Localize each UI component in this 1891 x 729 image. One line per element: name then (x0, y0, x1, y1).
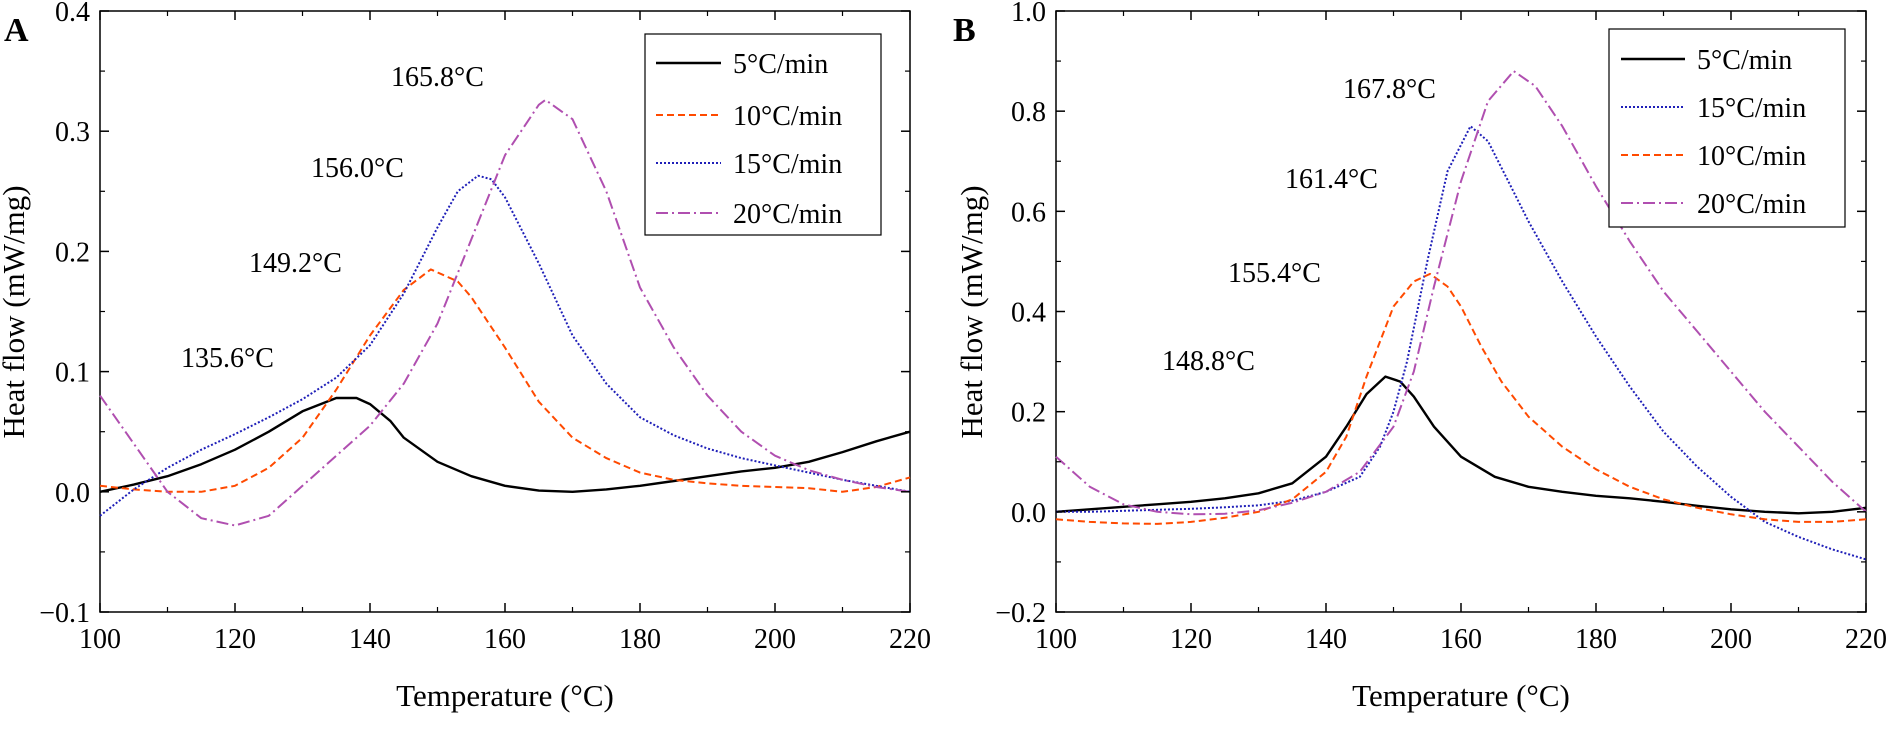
legend-label-a-15: 15°C/min (733, 149, 842, 180)
legend-label-b-5: 5°C/min (1697, 45, 1792, 76)
y-axis-title-a: Heat flow (mW/mg) (0, 185, 31, 438)
series-line-b-15-c-min (1056, 125, 1867, 561)
y-tick-label-a-2: 0.1 (55, 358, 90, 389)
series-group-b (1055, 70, 1867, 561)
peak-label-a-5: 135.6°C (181, 343, 274, 374)
x-tick-label-a-100: 100 (79, 624, 121, 655)
x-tick-label-a-200: 200 (754, 624, 796, 655)
legend-label-a-5: 5°C/min (733, 49, 828, 80)
y-tick-label-a-5: 0.4 (55, 0, 90, 28)
peak-label-a-20: 165.8°C (391, 62, 484, 93)
legend-label-b-20: 20°C/min (1697, 189, 1806, 220)
x-tick-label-a-180: 180 (619, 624, 661, 655)
panel-b: B 100 120 140 160 180 200 220 −0.2 0.0 0.2 0.4 0.6 0… (953, 0, 1887, 713)
panel-letter-a: A (4, 12, 29, 49)
peak-label-a-15: 156.0°C (311, 153, 404, 184)
series-line-a-20-c-min (99, 98, 911, 527)
x-axis-title-b: Temperature (°C) (1352, 678, 1570, 713)
panel-letter-b: B (953, 12, 976, 49)
y-tick-label-a-3: 0.2 (55, 237, 90, 268)
axes-b: 100 120 140 160 180 200 220 −0.2 0.0 0.2 0.4 0.6 0.8… (995, 0, 1887, 655)
series-group-a (99, 98, 911, 527)
y-tick-label-b-3: 0.4 (1011, 298, 1046, 329)
panel-a: A 100 120 140 160 180 200 220 −0.1 0.0 0.1 0.2 0.3 0… (0, 0, 931, 713)
series-line-b-20-c-min (1055, 70, 1867, 516)
y-tick-label-b-2: 0.2 (1011, 398, 1046, 429)
x-tick-label-a-120: 120 (214, 624, 256, 655)
x-tick-label-a-160: 160 (484, 624, 526, 655)
legend-label-b-10: 10°C/min (1697, 141, 1806, 172)
peak-label-b-10: 155.4°C (1228, 258, 1321, 289)
x-tick-label-a-140: 140 (349, 624, 391, 655)
x-tick-label-b-140: 140 (1305, 624, 1347, 655)
axes-a: 100 120 140 160 180 200 220 −0.1 0.0 0.1 0.2 0.3 0.4 (39, 0, 931, 655)
legend-label-a-20: 20°C/min (733, 199, 842, 230)
y-tick-label-b-1: 0.0 (1011, 498, 1046, 529)
series-line-b-10-c-min (1055, 272, 1867, 525)
x-tick-label-b-220: 220 (1845, 624, 1887, 655)
y-tick-label-b-4: 0.6 (1011, 197, 1046, 228)
x-tick-label-b-100: 100 (1035, 624, 1077, 655)
y-tick-label-b-0: −0.2 (995, 598, 1046, 629)
y-tick-label-a-1: 0.0 (55, 478, 90, 509)
x-axis-title-a: Temperature (°C) (396, 678, 614, 713)
series-line-a-5-c-min (99, 396, 911, 493)
peak-label-b-20: 167.8°C (1343, 74, 1436, 105)
peak-label-a-10: 149.2°C (249, 248, 342, 279)
series-line-a-15-c-min (99, 174, 911, 517)
legend-a: 5°C/min 10°C/min 15°C/min 20°C/min (644, 33, 882, 236)
y-tick-label-b-5: 0.8 (1011, 97, 1046, 128)
y-tick-label-b-6: 1.0 (1011, 0, 1046, 28)
x-tick-label-b-120: 120 (1170, 624, 1212, 655)
legend-box-b (1608, 28, 1846, 228)
legend-label-a-10: 10°C/min (733, 101, 842, 132)
y-tick-label-a-4: 0.3 (55, 117, 90, 148)
series-line-b-5-c-min (1055, 375, 1867, 515)
x-tick-label-b-160: 160 (1440, 624, 1482, 655)
legend-b: 5°C/min 15°C/min 10°C/min 20°C/min (1608, 28, 1846, 228)
x-tick-label-a-220: 220 (889, 624, 931, 655)
y-tick-label-a-0: −0.1 (39, 598, 90, 629)
peak-label-b-15: 161.4°C (1285, 164, 1378, 195)
y-axis-title-b: Heat flow (mW/mg) (954, 185, 989, 438)
legend-label-b-15: 15°C/min (1697, 93, 1806, 124)
x-tick-label-b-180: 180 (1575, 624, 1617, 655)
x-tick-label-b-200: 200 (1710, 624, 1752, 655)
peak-label-b-5: 148.8°C (1162, 346, 1255, 377)
series-line-a-10-c-min (99, 268, 911, 493)
legend-box-a (644, 33, 882, 236)
